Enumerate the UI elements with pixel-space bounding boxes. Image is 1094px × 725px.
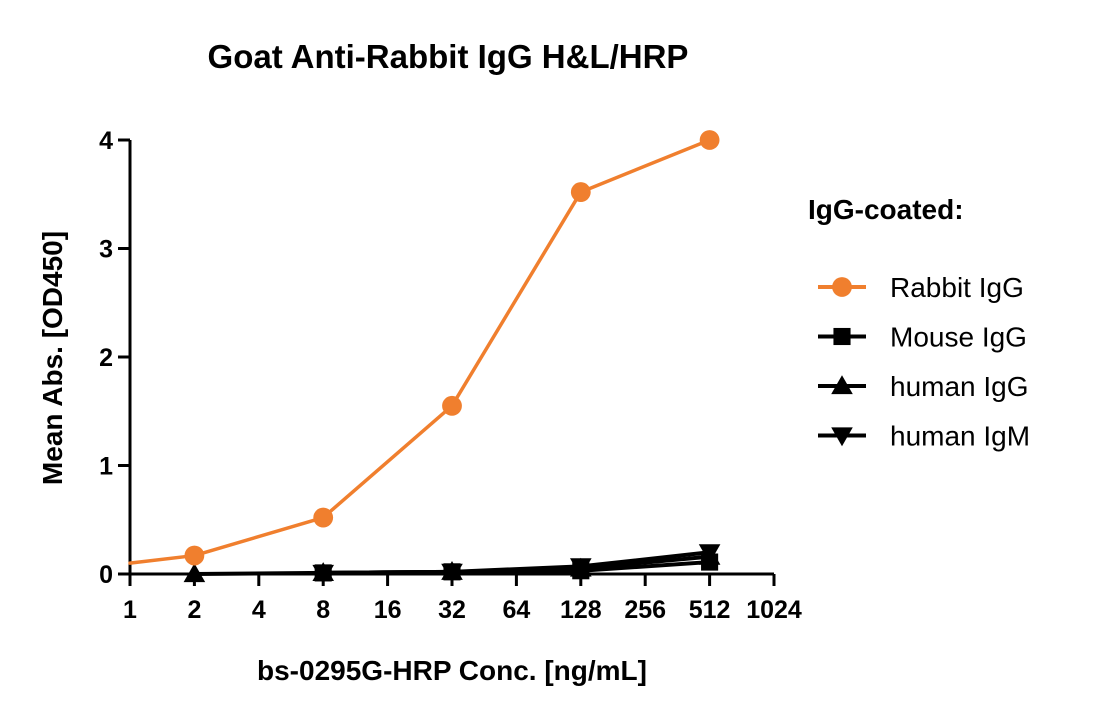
x-tick-label: 128 — [560, 596, 602, 624]
legend-label-human-igg: human IgG — [890, 371, 1029, 402]
x-tick-label: 2 — [187, 596, 201, 624]
x-tick-label: 256 — [624, 596, 666, 624]
data-point-human-igm — [312, 564, 334, 584]
legend-marker-human-igm — [831, 427, 853, 447]
x-axis-label: bs-0295G-HRP Conc. [ng/mL] — [257, 655, 647, 686]
data-point-rabbit-igg — [699, 130, 720, 150]
y-tick-label: 2 — [99, 344, 113, 372]
legend-marker-human-igg — [831, 375, 853, 395]
series-line-rabbit-igg — [128, 138, 712, 565]
x-tick-label: 64 — [502, 596, 530, 624]
x-tick-label: 4 — [252, 596, 266, 624]
legend-label-human-igm: human IgM — [890, 421, 1030, 452]
data-point-rabbit-igg — [442, 395, 462, 416]
data-point-human-igm — [698, 544, 721, 564]
chart-title: Goat Anti-Rabbit IgG H&L/HRP — [208, 38, 689, 75]
data-point-rabbit-igg — [313, 507, 334, 528]
series-line-human-igm — [321, 550, 712, 575]
legend-marker-rabbit-igg — [832, 277, 852, 297]
series-layer — [128, 130, 721, 584]
data-point-rabbit-igg — [184, 545, 205, 566]
legend-title: IgG-coated: — [808, 194, 964, 225]
data-point-human-igm — [441, 563, 463, 583]
y-axis-label: Mean Abs. [OD450] — [37, 231, 68, 485]
y-tick-label: 4 — [99, 127, 113, 155]
x-tick-label: 8 — [316, 596, 330, 624]
x-tick-label: 1 — [123, 596, 137, 624]
y-tick-label: 0 — [99, 561, 113, 589]
x-tick-label: 32 — [438, 596, 466, 624]
data-point-human-igm — [570, 558, 592, 578]
data-point-human-igg — [183, 563, 206, 583]
data-point-rabbit-igg — [570, 182, 591, 202]
y-tick-label: 1 — [99, 453, 113, 481]
legend-marker-mouse-igg — [833, 327, 851, 346]
y-tick-label: 3 — [99, 236, 113, 264]
x-tick-label: 1024 — [746, 596, 802, 624]
x-tick-label: 16 — [374, 596, 402, 624]
legend-label-mouse-igg: Mouse IgG — [890, 322, 1027, 353]
legend-label-rabbit-igg: Rabbit IgG — [890, 272, 1024, 303]
legend: IgG-coated: Rabbit IgG Mouse IgG human IgG… — [808, 194, 1030, 452]
x-tick-label: 512 — [689, 596, 731, 624]
